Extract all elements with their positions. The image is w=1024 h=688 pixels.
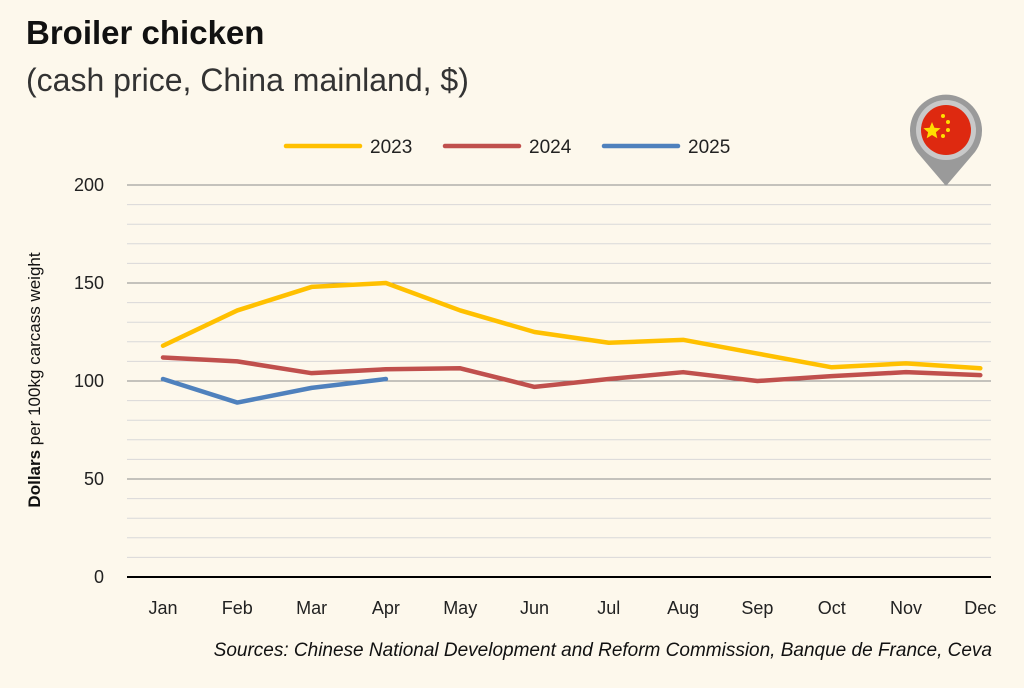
x-tick-label: Jul [597, 598, 620, 618]
series-line-2024 [160, 355, 983, 390]
x-tick-label: Jan [148, 598, 177, 618]
legend: 2023 2024 2025 [283, 137, 730, 158]
y-axis-label-bold: Dollars [25, 450, 44, 508]
x-tick-label: Aug [667, 598, 699, 618]
series-line-2025 [160, 376, 389, 405]
legend-label-2024: 2024 [529, 137, 572, 158]
y-tick-label: 50 [84, 469, 104, 489]
x-tick-label: Apr [372, 598, 400, 618]
gridlines [127, 184, 991, 558]
y-tick-label: 100 [74, 371, 104, 391]
y-axis-label-rest: per 100kg carcass weight [25, 252, 44, 450]
x-tick-label: Nov [890, 598, 922, 618]
chart-subtitle: (cash price, China mainland, $) [26, 62, 469, 98]
axes: 0 50 100 150 200 Jan Feb Mar Apr May Jun Jul Aug Sep O… [74, 175, 996, 618]
china-flag-pin-icon [910, 94, 982, 186]
x-tick-label: Dec [964, 598, 996, 618]
x-tick-label: Sep [741, 598, 773, 618]
legend-label-2023: 2023 [370, 137, 412, 158]
chart-title: Broiler chicken [26, 14, 265, 51]
source-note: Sources: Chinese National Development an… [213, 640, 992, 661]
y-tick-label: 200 [74, 175, 104, 195]
x-tick-label: May [443, 598, 477, 618]
series-line-2023 [160, 280, 983, 371]
x-tick-label: Oct [818, 598, 846, 618]
x-tick-label: Jun [520, 598, 549, 618]
x-tick-label: Feb [222, 598, 253, 618]
series-lines [160, 280, 983, 405]
y-tick-label: 0 [94, 567, 104, 587]
y-axis-label: Dollars per 100kg carcass weight [25, 252, 44, 507]
y-tick-label: 150 [74, 273, 104, 293]
x-tick-label: Mar [296, 598, 327, 618]
legend-label-2025: 2025 [688, 137, 730, 158]
